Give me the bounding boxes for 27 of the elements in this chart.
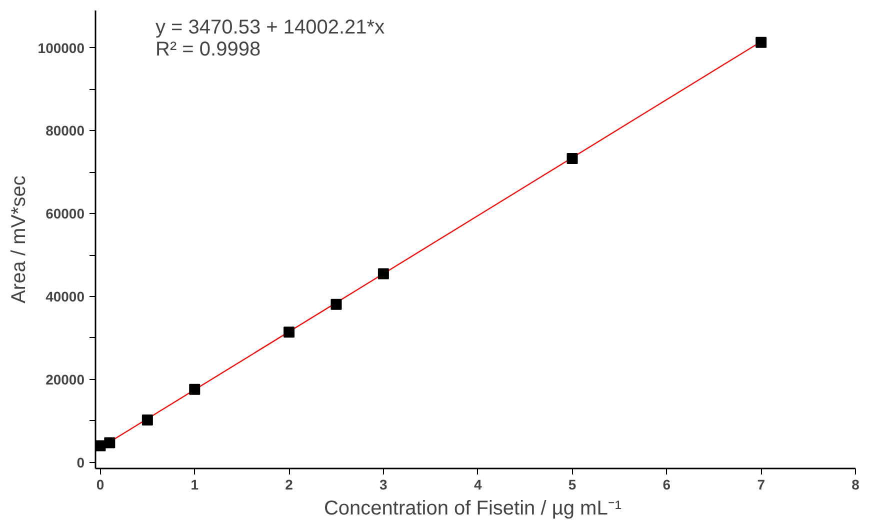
x-tick-label: 7 bbox=[757, 476, 766, 492]
x-axis-title: Concentration of Fisetin / µg mL⁻¹ bbox=[324, 498, 622, 520]
point bbox=[104, 437, 116, 448]
point bbox=[142, 414, 153, 426]
x-tick-label: 5 bbox=[568, 476, 576, 492]
annotation: R² = 0.9998 bbox=[156, 38, 261, 60]
x-tick-label: 4 bbox=[474, 476, 482, 492]
point bbox=[756, 36, 767, 48]
point bbox=[189, 384, 200, 395]
x-tick-label: 3 bbox=[380, 476, 388, 492]
y-tick-label: 100000 bbox=[38, 40, 85, 56]
point bbox=[378, 268, 389, 280]
y-tick-label: 40000 bbox=[46, 288, 85, 304]
y-axis-title: Area / mV*sec bbox=[8, 176, 30, 304]
x-tick-label: 1 bbox=[190, 476, 199, 492]
annotation: y = 3470.53 + 14002.21*x bbox=[156, 16, 385, 38]
y-tick-label: 0 bbox=[76, 454, 85, 470]
x-tick-label: 8 bbox=[852, 476, 860, 492]
y-tick-label: 20000 bbox=[46, 371, 85, 388]
y-tick-label: 60000 bbox=[46, 206, 85, 222]
point bbox=[330, 298, 342, 310]
x-tick-label: 0 bbox=[96, 476, 104, 492]
point bbox=[284, 326, 295, 338]
x-tick-label: 2 bbox=[285, 476, 294, 492]
x-tick-label: 6 bbox=[662, 476, 671, 492]
y-tick-label: 80000 bbox=[46, 122, 85, 139]
point bbox=[566, 152, 578, 164]
